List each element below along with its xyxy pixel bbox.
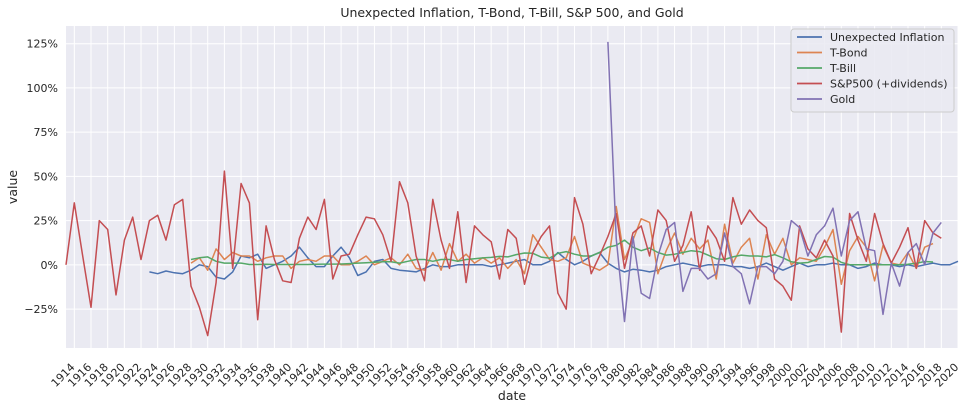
series-lines — [65, 41, 959, 337]
y-tick-label: 100% — [27, 82, 58, 95]
y-tick-label: 0% — [41, 259, 58, 272]
series-line — [190, 205, 934, 286]
series-line — [65, 170, 942, 337]
x-tick-labels: 1914191619181920192219241926192819301932… — [49, 361, 962, 390]
legend-entry: Unexpected Inflation — [830, 31, 944, 44]
y-tick-label: 25% — [34, 215, 58, 228]
legend-entry: Gold — [830, 93, 855, 106]
y-tick-label: 75% — [34, 126, 58, 139]
series-line — [190, 239, 934, 266]
x-axis-label: date — [498, 388, 526, 403]
legend-items: Unexpected Inflation T-Bond T-Bill S&P500 (… — [797, 31, 948, 106]
y-tick-labels: −25% 0% 25% 50% 75% 100% 125% — [24, 38, 58, 316]
legend-entry: T-Bond — [829, 47, 868, 60]
y-axis-label: value — [5, 170, 20, 204]
legend: Unexpected Inflation T-Bond T-Bill S&P500 (… — [790, 28, 955, 113]
y-tick-label: 125% — [27, 38, 58, 51]
y-tick-label: −25% — [24, 303, 58, 316]
chart-title: Unexpected Inflation, T-Bond, T-Bill, S&… — [340, 5, 683, 20]
y-tick-label: 50% — [34, 170, 58, 183]
legend-entry: S&P500 (+dividends) — [830, 78, 948, 91]
legend-box — [790, 28, 955, 113]
legend-entry: T-Bill — [829, 62, 856, 75]
series-line — [607, 41, 942, 323]
